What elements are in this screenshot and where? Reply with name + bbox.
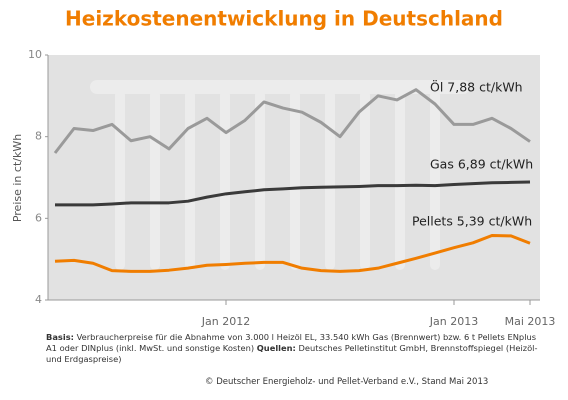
line-series (55, 180, 531, 207)
copyright: © Deutscher Energieholz- und Pellet-Verb… (205, 377, 489, 387)
chart-title: Heizkostenentwicklung in Deutschland (65, 7, 503, 31)
y-axis-label: Preise in ct/kWh (11, 134, 24, 222)
sources-label: Quellen: (256, 343, 296, 353)
y-tick-label: 10 (28, 48, 42, 61)
series-label: Öl 7,88 ct/kWh (430, 79, 523, 95)
sources-text: Deutsches Pelletinstitut GmbH, Brennstof… (46, 343, 538, 364)
basis-text: Verbraucherpreise für die Abnahme von 3.… (46, 332, 537, 353)
line-series (54, 233, 531, 273)
x-tick-label: Mai 2013 (505, 315, 556, 328)
x-tick-label: Jan 2013 (429, 315, 478, 328)
y-tick-label: 6 (35, 211, 42, 224)
y-tick-label: 4 (35, 293, 42, 306)
radiator-decoration (90, 80, 470, 270)
y-tick-label: 8 (35, 130, 42, 143)
chart: Heizkostenentwicklung in Deutschland Pre… (11, 7, 556, 329)
series-label: Pellets 5,39 ct/kWh (412, 214, 532, 229)
basis-label: Basis: (46, 332, 74, 342)
series-label: Gas 6,89 ct/kWh (430, 157, 533, 172)
line-series (53, 88, 531, 154)
x-tick-label: Jan 2012 (201, 315, 250, 328)
footnote: Basis: Verbraucherpreise für die Abnahme… (46, 332, 546, 365)
